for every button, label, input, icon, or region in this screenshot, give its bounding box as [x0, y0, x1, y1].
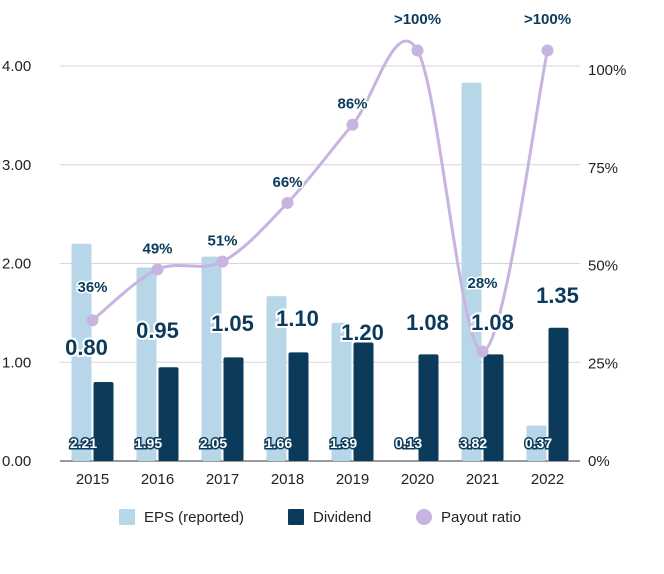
- x-tick-label: 2020: [401, 471, 434, 488]
- eps-bar: [136, 267, 157, 461]
- legend-label: EPS (reported): [144, 509, 244, 526]
- payout-ratio-line: [91, 39, 549, 354]
- legend-label: Dividend: [313, 509, 371, 526]
- dividend-data-label: 1.35: [536, 283, 579, 308]
- x-tick-label: 2022: [531, 471, 564, 488]
- x-tick-label: 2016: [141, 471, 174, 488]
- payout-ratio-label: 51%: [207, 233, 237, 250]
- dividend-data-label: 1.08: [406, 310, 449, 335]
- y-left-tick-label: 2.00: [2, 256, 31, 273]
- payout-ratio-label: 66%: [272, 174, 302, 191]
- dividend-bar: [483, 354, 504, 461]
- y-left-tick-label: 1.00: [2, 354, 31, 371]
- payout-ratio-point: [346, 118, 359, 131]
- eps-data-label: 1.95: [135, 435, 162, 451]
- dividend-bar: [548, 327, 569, 461]
- payout-ratio-label: >100%: [524, 11, 571, 28]
- legend-swatch: [288, 509, 304, 525]
- dividend-data-label: 1.05: [211, 311, 254, 336]
- dividend-bar: [288, 352, 309, 461]
- eps-data-label: 0.37: [525, 435, 552, 451]
- payout-ratio-point: [411, 44, 424, 57]
- eps-bar: [331, 322, 352, 461]
- payout-ratio-point: [151, 263, 164, 276]
- payout-ratio-label: 28%: [467, 275, 497, 292]
- legend-swatch: [119, 509, 135, 525]
- x-tick-label: 2021: [466, 471, 499, 488]
- x-tick-label: 2018: [271, 471, 304, 488]
- y-right-tick-label: 25%: [588, 355, 618, 372]
- dividend-data-label: 1.20: [341, 320, 384, 345]
- payout-ratio-point: [541, 44, 554, 57]
- dividend-bar: [353, 342, 374, 461]
- payout-ratio-label: >100%: [394, 11, 441, 28]
- dividend-bar: [223, 357, 244, 461]
- dividend-data-label: 1.10: [276, 306, 319, 331]
- y-left-tick-label: 0.00: [2, 453, 31, 470]
- dividend-data-label: 1.08: [471, 310, 514, 335]
- y-left-tick-label: 3.00: [2, 157, 31, 174]
- eps-data-label: 2.21: [70, 435, 97, 451]
- eps-bar: [461, 82, 482, 461]
- y-right-tick-label: 100%: [588, 62, 626, 79]
- payout-ratio-label: 86%: [337, 96, 367, 113]
- dividend-data-label: 0.95: [136, 318, 179, 343]
- x-tick-label: 2017: [206, 471, 239, 488]
- y-right-tick-label: 50%: [588, 258, 618, 275]
- legend-swatch: [416, 509, 432, 525]
- dividend-data-label: 0.80: [65, 335, 108, 360]
- y-right-tick-label: 75%: [588, 160, 618, 177]
- eps-data-label: 1.39: [330, 435, 357, 451]
- x-tick-label: 2015: [76, 471, 109, 488]
- payout-ratio-point: [216, 255, 229, 268]
- x-tick-label: 2019: [336, 471, 369, 488]
- payout-ratio-point: [476, 345, 489, 358]
- payout-ratio-label: 36%: [77, 279, 107, 296]
- eps-bar: [201, 256, 222, 461]
- legend-label: Payout ratio: [441, 509, 521, 526]
- eps-bar: [526, 425, 547, 461]
- payout-ratio-label: 49%: [142, 240, 172, 257]
- eps-bar: [71, 243, 92, 461]
- dividend-bar: [93, 382, 114, 461]
- eps-bar: [266, 296, 287, 461]
- y-right-tick-label: 0%: [588, 453, 610, 470]
- dividend-bar: [418, 354, 439, 461]
- eps-data-label: 2.05: [200, 435, 227, 451]
- payout-ratio-point: [86, 314, 99, 327]
- y-left-tick-label: 4.00: [2, 58, 31, 75]
- eps-data-label: 3.82: [460, 435, 487, 451]
- eps-data-label: 0.13: [395, 435, 422, 451]
- dividend-bar: [158, 367, 179, 461]
- payout-ratio-point: [281, 196, 294, 209]
- eps-data-label: 1.66: [265, 435, 292, 451]
